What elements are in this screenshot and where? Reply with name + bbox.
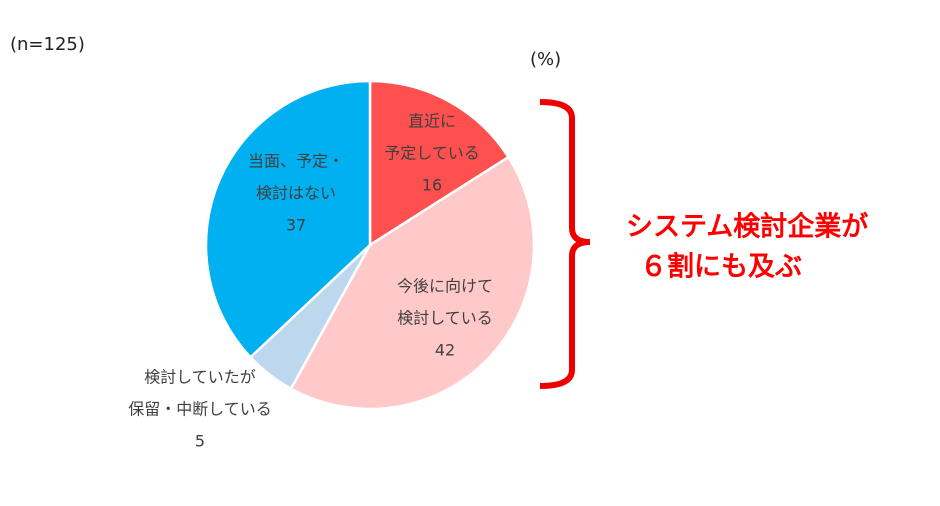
slice-label: 検討していたが bbox=[144, 368, 256, 387]
slice-label: 予定している bbox=[384, 144, 480, 163]
slice-label: 当面、予定・ bbox=[248, 152, 344, 171]
pie-slice bbox=[368, 79, 511, 248]
slice-label: 検討している bbox=[397, 309, 493, 328]
sample-note: (n=125) bbox=[10, 34, 85, 55]
unit-note: (%) bbox=[530, 49, 561, 70]
pie-slice bbox=[204, 79, 372, 360]
bracket bbox=[539, 99, 591, 389]
annotation: ６割にも及ぶ bbox=[640, 251, 802, 283]
slice-label: 直近に bbox=[408, 112, 456, 131]
annotation: システム検討企業が bbox=[626, 211, 868, 243]
value-label: 37 bbox=[286, 216, 306, 235]
value-label: 16 bbox=[422, 176, 442, 195]
value-label: 42 bbox=[435, 341, 455, 360]
slice-label: 保留・中断している bbox=[128, 400, 272, 419]
slice-label: 今後に向けて bbox=[397, 277, 493, 296]
slice-label: 検討はない bbox=[256, 184, 336, 203]
pie-slice bbox=[289, 155, 536, 411]
value-label: 5 bbox=[195, 432, 205, 451]
